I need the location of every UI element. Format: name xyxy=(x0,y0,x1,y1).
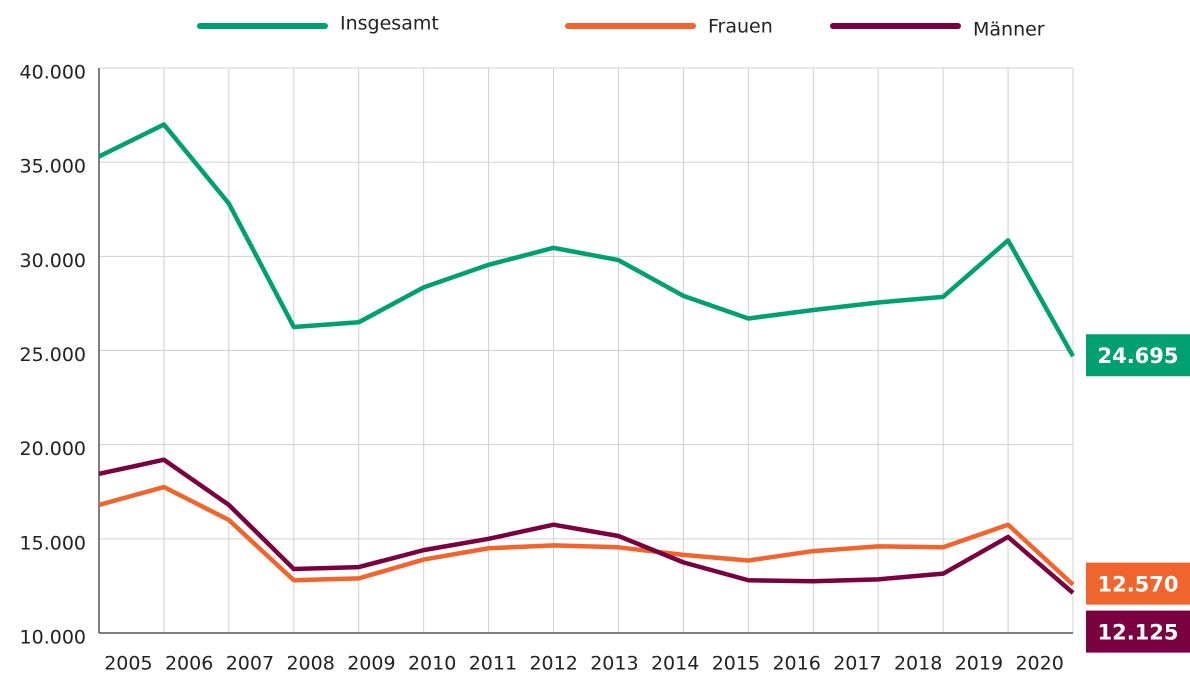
x-tick-label: 2006 xyxy=(165,653,213,675)
legend-label: Männer xyxy=(973,19,1045,41)
y-tick-label: 30.000 xyxy=(20,250,86,272)
line-series xyxy=(98,122,1075,358)
end-label: 24.695 xyxy=(1097,344,1178,368)
y-tick-label: 40.000 xyxy=(20,62,86,84)
x-tick-label: 2013 xyxy=(590,653,638,675)
y-tick-label: 10.000 xyxy=(20,627,86,649)
x-tick-label: 2007 xyxy=(226,653,274,675)
x-tick-label: 2009 xyxy=(347,653,395,675)
end-label-box xyxy=(1086,562,1190,605)
x-tick-label: 2012 xyxy=(529,653,577,675)
end-label: 12.570 xyxy=(1097,573,1178,597)
x-tick-label: 2016 xyxy=(772,653,820,675)
x-tick-label: 2008 xyxy=(286,653,334,675)
x-tick-label: 2005 xyxy=(104,653,152,675)
x-tick-label: 2019 xyxy=(955,653,1003,675)
x-tick-label: 2011 xyxy=(469,653,517,675)
legend-label: Frauen xyxy=(708,16,773,38)
y-tick-label: 20.000 xyxy=(20,438,86,460)
x-tick-label: 2020 xyxy=(1015,653,1063,675)
end-label-box xyxy=(1086,334,1190,377)
x-tick-label: 2014 xyxy=(651,653,699,675)
line-series xyxy=(98,484,1075,587)
x-tick-label: 2010 xyxy=(408,653,456,675)
end-label: 12.125 xyxy=(1097,621,1178,645)
y-tick-label: 35.000 xyxy=(20,156,86,178)
line-series xyxy=(98,457,1075,595)
x-tick-label: 2015 xyxy=(712,653,760,675)
legend-label: Insgesamt xyxy=(340,13,439,35)
end-label-box xyxy=(1086,610,1190,653)
x-tick-label: 2017 xyxy=(833,653,881,675)
y-tick-label: 15.000 xyxy=(20,532,86,554)
y-tick-label: 25.000 xyxy=(20,344,86,366)
x-tick-label: 2018 xyxy=(894,653,942,675)
